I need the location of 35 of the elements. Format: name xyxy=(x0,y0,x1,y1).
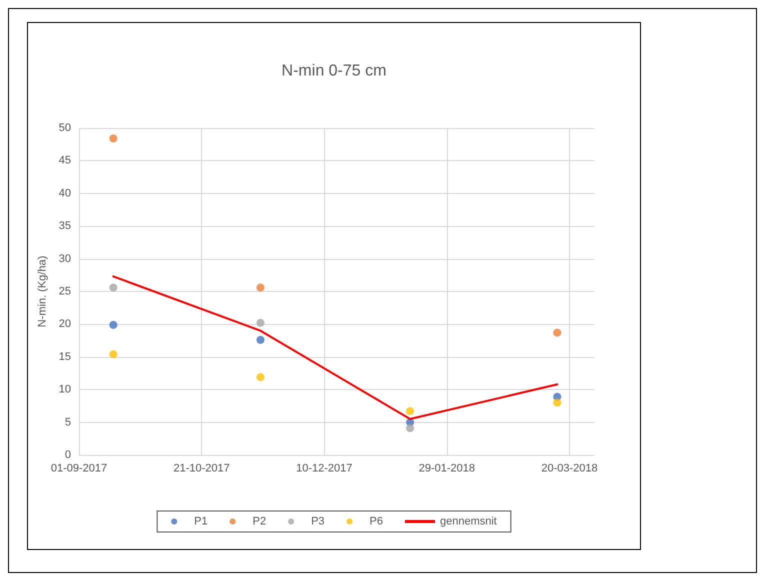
legend-label: P3 xyxy=(311,516,325,528)
legend-label: P1 xyxy=(194,516,208,528)
point xyxy=(109,284,118,292)
y-tick-label: 0 xyxy=(64,449,71,461)
y-tick-label: 45 xyxy=(58,154,71,167)
y-tick-label: 40 xyxy=(58,187,71,200)
x-tick-label: 29-01-2018 xyxy=(418,462,475,474)
legend-label: P2 xyxy=(252,516,266,528)
legend-label: gennemsnit xyxy=(440,516,497,528)
point xyxy=(406,424,414,432)
legend-label: P6 xyxy=(370,516,383,528)
point xyxy=(406,407,414,416)
point xyxy=(256,336,264,344)
point xyxy=(553,398,562,407)
point xyxy=(109,320,118,329)
point xyxy=(109,134,118,142)
y-tick-label: 25 xyxy=(58,286,71,298)
y-axis-title: N-min. (Kg/ha) xyxy=(36,256,48,328)
x-tick-label: 01-09-2017 xyxy=(50,462,108,474)
y-tick-label: 10 xyxy=(58,384,71,396)
y-tick-label: 5 xyxy=(64,416,71,428)
x-tick-label: 20-03-2018 xyxy=(541,462,598,474)
point xyxy=(256,373,264,382)
x-tick-label: 21-10-2017 xyxy=(173,462,230,474)
x-tick-label: 10-12-2017 xyxy=(296,462,352,474)
point xyxy=(256,284,264,292)
y-tick-label: 20 xyxy=(58,318,71,330)
chart-title: N-min 0-75 cm xyxy=(282,62,386,80)
y-tick-label: 30 xyxy=(58,252,71,265)
point xyxy=(553,328,562,337)
point xyxy=(256,318,264,327)
y-tick-label: 35 xyxy=(58,220,71,232)
y-tick-label: 15 xyxy=(58,350,71,363)
y-tick-label: 50 xyxy=(58,122,71,134)
point xyxy=(109,350,118,358)
